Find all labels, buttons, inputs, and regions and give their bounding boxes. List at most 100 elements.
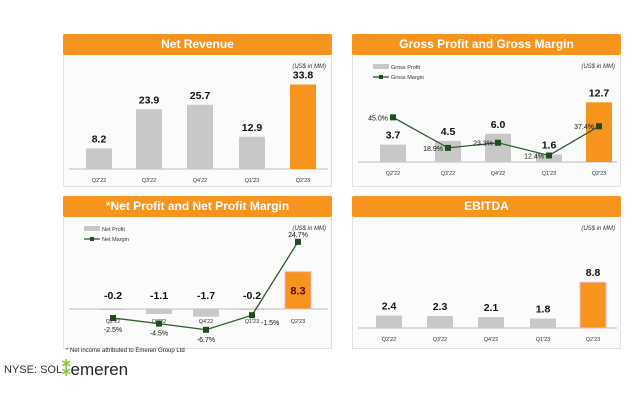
x-tick-label: Q3'22	[433, 337, 448, 343]
bar-Q3'22	[146, 309, 172, 314]
bar-Q1'23	[530, 318, 556, 328]
bar-Q1'23	[239, 136, 265, 169]
data-label: 8.2	[92, 134, 107, 146]
legend-marker	[90, 237, 94, 241]
unit-label: (US$ in MM)	[581, 226, 615, 232]
net-revenue-panel: Net Revenue (US$ in MM) 8.2 Q2'22 23.9 Q3'22…	[63, 34, 332, 187]
x-tick-label: Q2'22	[382, 337, 397, 343]
panel-title: Net Revenue	[63, 34, 332, 55]
x-tick-label: Q2'23	[291, 319, 306, 325]
unit-label: (US$ in MM)	[292, 64, 326, 70]
footnote: * Net income attributed to Emeren Group …	[66, 348, 185, 354]
panel-title: EBITDA	[352, 196, 621, 217]
data-label: 6.0	[491, 119, 506, 131]
net-revenue-chart: (US$ in MM) 8.2 Q2'22 23.9 Q3'22 25.7 Q4'22 12.…	[69, 64, 328, 184]
legend-label: Gross Margin	[391, 75, 424, 81]
margin-marker	[110, 315, 116, 321]
margin-marker	[156, 320, 162, 327]
bar-Q4'22	[193, 309, 219, 317]
margin-label: -6.7%	[197, 337, 215, 344]
data-label: 2.4	[382, 301, 397, 313]
legend-label: Net Margin	[102, 237, 129, 243]
margin-marker	[445, 144, 451, 151]
data-label: 2.1	[484, 302, 499, 314]
net-profit-panel: *Net Profit and Net Profit Margin (US$ i…	[63, 196, 332, 349]
x-tick-label: Q4'22	[199, 319, 214, 325]
x-tick-label: Q2'22	[92, 178, 107, 184]
gross-profit-chart: (US$ in MM) 3.7 Q2'22 4.5 Q3'22 6.0 Q4'22 1.6 Q1…	[358, 64, 617, 177]
panel-title: *Net Profit and Net Profit Margin	[63, 196, 332, 217]
logo-text: emeren	[70, 360, 129, 379]
data-label: 12.9	[242, 122, 263, 134]
data-label: 25.7	[190, 90, 211, 102]
data-label: -1.7	[197, 290, 215, 302]
bar-Q2'22	[376, 315, 402, 328]
bar-Q3'22	[435, 140, 461, 162]
margin-marker	[596, 123, 602, 130]
margin-label: -4.5%	[150, 331, 168, 338]
bar-Q2'23	[290, 84, 316, 169]
ebitda-chart: (US$ in MM) 2.4 Q2'22 2.3 Q3'22 2.1 Q4'22 1.8 Q1…	[358, 226, 617, 343]
x-tick-label: Q1'23	[542, 171, 557, 177]
data-label: 23.9	[139, 94, 160, 106]
margin-marker	[390, 114, 396, 121]
data-label: 1.6	[542, 139, 557, 151]
emeren-logo: ⁑emeren	[62, 360, 128, 380]
legend-marker	[379, 75, 383, 79]
margin-label: 23.3%	[473, 141, 493, 148]
bar-Q2'23	[586, 102, 612, 162]
margin-label: -2.5%	[104, 327, 122, 334]
x-tick-label: Q3'22	[441, 171, 456, 177]
x-tick-label: Q3'22	[142, 178, 157, 184]
bar-Q1'23	[239, 309, 265, 310]
x-tick-label: Q1'23	[245, 319, 260, 325]
bar-Q4'22	[478, 317, 504, 328]
x-tick-label: Q2'22	[106, 319, 121, 325]
bar-Q2'22	[380, 144, 406, 162]
bar-Q3'22	[427, 316, 453, 328]
margin-marker	[546, 152, 552, 159]
logo-mark-icon: ⁑	[62, 360, 71, 379]
data-label: -1.1	[150, 290, 168, 302]
bar-Q2'23	[284, 271, 312, 310]
x-tick-label: Q4'22	[484, 337, 499, 343]
data-label: 1.8	[536, 304, 551, 316]
ticker: NYSE: SOL	[4, 364, 63, 376]
x-tick-label: Q2'22	[386, 171, 401, 177]
bar-Q2'23	[579, 281, 607, 329]
x-tick-label: Q1'23	[536, 337, 551, 343]
ebitda-panel: EBITDA (US$ in MM) 2.4 Q2'22 2.3 Q3'22 2.1 Q4'…	[352, 196, 621, 349]
margin-label: 24.7%	[288, 232, 308, 239]
data-label: 8.8	[586, 267, 601, 279]
data-label: 33.8	[293, 70, 314, 82]
data-label: 3.7	[386, 130, 401, 142]
margin-marker	[203, 326, 209, 333]
panel-title: Gross Profit and Gross Margin	[352, 34, 621, 55]
legend-bar-swatch	[373, 64, 389, 69]
bar-Q4'22	[485, 133, 511, 162]
bar-Q3'22	[136, 109, 162, 169]
margin-label: -1.5%	[261, 320, 279, 327]
unit-label: (US$ in MM)	[292, 226, 326, 232]
x-tick-label: Q1'23	[245, 178, 260, 184]
bar-Q2'22	[100, 309, 126, 310]
data-label: 4.5	[441, 126, 456, 138]
margin-label: 18.9%	[423, 146, 443, 153]
data-label: 8.3	[290, 285, 305, 297]
margin-marker	[495, 139, 501, 146]
x-tick-label: Q2'23	[296, 178, 311, 184]
margin-marker	[295, 238, 301, 245]
margin-label: 37.4%	[574, 124, 594, 131]
x-tick-label: Q4'22	[491, 171, 506, 177]
legend-label: Gross Profit	[391, 65, 421, 71]
unit-label: (US$ in MM)	[581, 64, 615, 70]
x-tick-label: Q2'23	[586, 337, 601, 343]
data-label: -0.2	[104, 290, 122, 302]
x-tick-label: Q4'22	[193, 178, 208, 184]
margin-marker	[249, 312, 255, 319]
legend-bar-swatch	[84, 226, 100, 231]
data-label: 12.7	[589, 87, 610, 99]
bar-Q2'22	[86, 148, 112, 169]
gross-profit-panel: Gross Profit and Gross Margin (US$ in MM…	[352, 34, 621, 187]
margin-label: 45.0%	[368, 115, 388, 122]
